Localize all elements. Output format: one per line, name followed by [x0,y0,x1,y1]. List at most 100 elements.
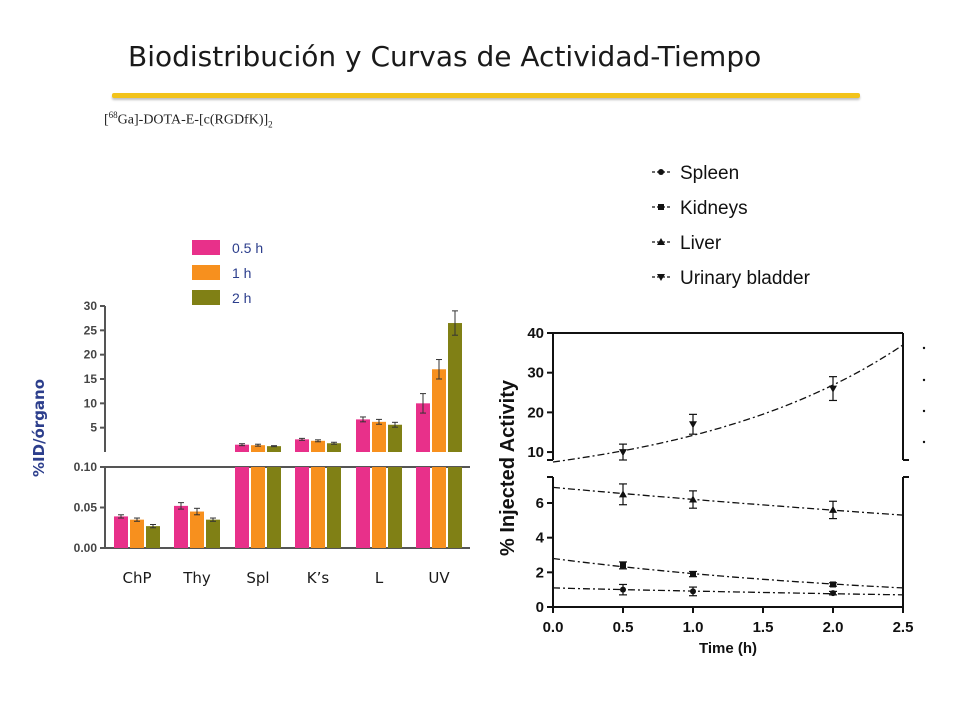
y-tick-label: 5 [90,421,97,435]
bar-k-s-0-5-h-upper [295,439,309,452]
bar-spl-2-h-upper [267,446,281,452]
y-tick-label: 2 [536,564,544,581]
bar-uv-2-h-lower [448,467,462,548]
legend-label-0-5-h: 0.5 h [232,240,263,256]
bar-l-0-5-h-lower [356,467,370,548]
y-tick-label: 4 [536,530,545,547]
category-label-uv: UV [428,569,450,587]
y-tick-label: 20 [84,348,98,362]
bar-uv-1-h-lower [432,467,446,548]
bar-spl-1-h-upper [251,445,265,452]
y-tick-label: 20 [527,404,544,421]
bar-uv-1-h-upper [432,369,446,452]
bar-thy-2-h [206,519,220,548]
bar-k-s-1-h-upper [311,440,325,452]
category-label-chp: ChP [122,569,151,587]
bar-thy-0-5-h [174,505,188,548]
bar-spl-0-5-h-upper [235,444,249,452]
bar-l-1-h-lower [372,467,386,548]
point-kidneys [830,581,836,588]
title-underline-rule [112,93,860,98]
bar-k-s-2-h-upper [327,443,341,452]
y-tick-label: 30 [84,299,98,313]
point-spleen [620,586,626,593]
bar-l-1-h-upper [372,421,386,452]
bar-chp-1-h [130,519,144,548]
bar-chp-0-5-h [114,516,128,548]
legend-label-1-h: 1 h [232,265,251,281]
activity-time-chart: 10 20 30 40 0 2 4 6 0.0 0.5 1.0 1.5 2.0 2.5 Time (h) % … [497,163,926,657]
x-tick-label: 0.5 [613,619,634,636]
point-liver [619,490,627,498]
bar-thy-1-h [190,511,204,548]
bar-k-s-1-h-lower [311,467,325,548]
bar-l-2-h-lower [388,467,402,548]
point-spleen [830,590,836,597]
legend-marker-liver [657,238,665,245]
bar-spl-0-5-h-lower [235,467,249,548]
y-tick-label: 10 [527,444,544,461]
x-tick-label: 1.0 [683,619,704,636]
compound-main: Ga]-DOTA-E-[c(RGDfK)] [117,112,269,128]
y-tick-label: 0 [536,599,544,616]
legend-swatch-2-h [192,290,220,305]
fit-curve-kidneys [552,557,904,589]
category-label-l: L [375,569,384,587]
edge-marker [922,346,926,350]
biodistribution-bar-chart: 0.00 0.05 0.10 5 10 15 20 25 30 %ID/órgano ChP Thy S… [30,240,470,587]
category-label-k-s: K’s [307,569,330,587]
point-urinary-bladder [619,449,627,457]
x-axis-label: Time (h) [699,640,757,657]
bar-spl-2-h-lower [267,467,281,548]
legend-label-liver: Liver [680,233,722,254]
legend-label-urinary-bladder: Urinary bladder [680,268,811,289]
bar-k-s-2-h-lower [327,467,341,548]
point-urinary-bladder [829,385,837,393]
point-kidneys [690,571,696,578]
compound-prefix: [ [104,112,109,128]
category-label-spl: Spl [246,569,269,587]
point-spleen [690,588,696,595]
bar-l-2-h-upper [388,424,402,452]
x-tick-label: 2.5 [893,619,914,636]
compound-subscript: 2 [268,119,273,130]
y-tick-label: 0.05 [74,501,98,515]
legend-label-2-h: 2 h [232,290,251,306]
edge-marker [922,440,926,444]
bar-k-s-0-5-h-lower [295,467,309,548]
category-label-thy: Thy [182,569,211,587]
y-axis-label: % Injected Activity [497,379,519,556]
compound-isotope: 68 [108,110,118,120]
legend-marker-spleen [658,169,664,175]
edge-marker [922,378,926,382]
y-tick-label: 40 [527,325,544,342]
fit-curve-liver [552,486,904,516]
legend-marker-urinary-bladder [657,274,665,281]
y-tick-label: 15 [84,372,98,386]
y-tick-label: 25 [84,323,98,337]
y-tick-label: 0.00 [74,541,98,555]
y-tick-label: 0.10 [74,460,98,474]
bar-uv-0-5-h-lower [416,467,430,548]
edge-marker [922,409,926,413]
compound-label: [68Ga]-DOTA-E-[c(RGDfK)]2 [104,110,273,129]
bar-spl-1-h-lower [251,467,265,548]
legend-swatch-0-5-h [192,240,220,255]
x-tick-label: 1.5 [753,619,774,636]
point-liver [829,505,837,513]
x-tick-label: 2.0 [823,619,844,636]
legend-swatch-1-h [192,265,220,280]
y-tick-label: 6 [536,495,544,512]
slide-title: Biodistribución y Curvas de Actividad-Ti… [128,40,762,73]
y-tick-label: 10 [84,396,98,410]
y-tick-label: 30 [527,365,544,382]
legend-label-spleen: Spleen [680,163,739,184]
bar-uv-2-h-upper [448,323,462,452]
bar-uv-0-5-h-upper [416,403,430,452]
bar-l-0-5-h-upper [356,419,370,452]
point-urinary-bladder [689,421,697,429]
x-tick-label: 0.0 [543,619,564,636]
y-axis-label: %ID/órgano [30,379,48,477]
point-liver [689,495,697,503]
